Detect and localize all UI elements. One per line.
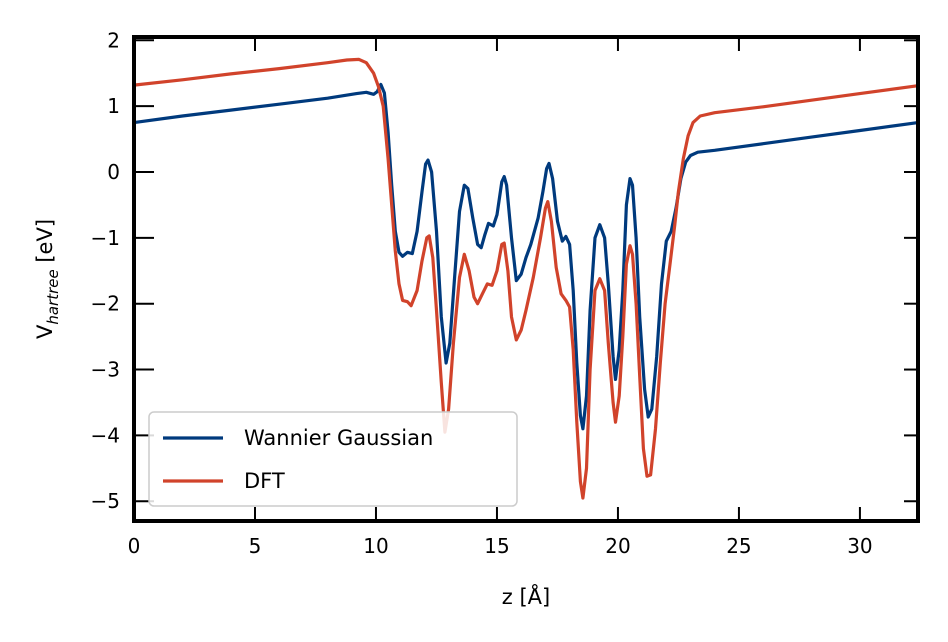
y-tick-label-0: 0	[107, 160, 120, 184]
x-tick-label-10: 10	[363, 534, 388, 558]
y-tick-label-1: 1	[107, 94, 120, 118]
y-axis-label: Vhartree [eV]	[33, 219, 62, 339]
x-axis-label: z [Å]	[502, 583, 550, 609]
y-tick-label--5: −5	[91, 489, 120, 513]
plot-frame	[132, 35, 920, 523]
y-tick-label--1: −1	[91, 226, 120, 250]
x-tick-label-20: 20	[605, 534, 630, 558]
legend: Wannier Gaussian DFT	[148, 411, 518, 507]
x-tick-label-30: 30	[847, 534, 872, 558]
legend-label-dft: DFT	[244, 469, 285, 493]
y-axis-label-unit: [eV]	[33, 219, 57, 269]
y-tick-label--3: −3	[91, 358, 120, 382]
y-tick-label--2: −2	[91, 292, 120, 316]
plot-series	[133, 57, 919, 500]
y-axis-label-subscript: hartree	[44, 269, 62, 324]
x-tick-label-15: 15	[484, 534, 509, 558]
legend-box	[148, 411, 518, 507]
y-axis-label-base: V	[33, 324, 57, 339]
y-tick-label-2: 2	[107, 28, 120, 52]
axis-ticks: 0 5 10 15 20 25 30 −5 −4 −3 −2 −1 0 1 2	[91, 28, 918, 558]
series-wannier-gaussian-line	[133, 82, 919, 431]
x-tick-label-5: 5	[249, 534, 262, 558]
y-tick-label--4: −4	[91, 423, 120, 447]
x-tick-label-25: 25	[726, 534, 751, 558]
legend-label-wannier-gaussian: Wannier Gaussian	[244, 426, 433, 450]
x-tick-label-0: 0	[128, 534, 141, 558]
series-dft-line	[133, 57, 919, 500]
